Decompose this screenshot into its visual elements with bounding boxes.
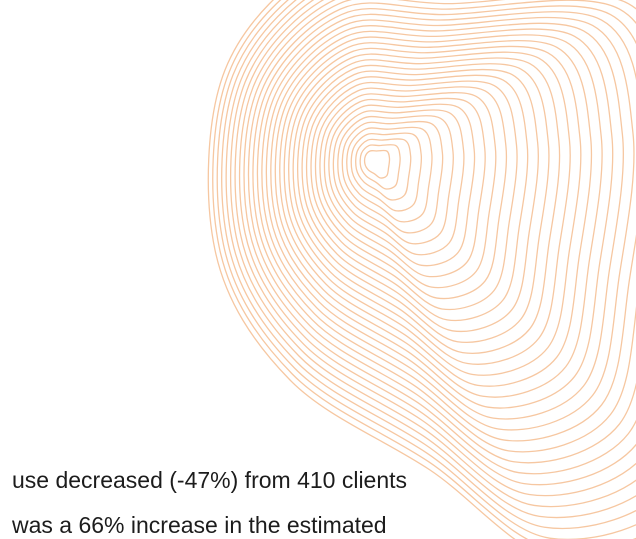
contour-line [301, 68, 539, 333]
contour-line [252, 5, 636, 453]
contour-line [279, 39, 593, 387]
contour-line [350, 132, 423, 212]
contour-line [332, 109, 465, 256]
contour-line [341, 120, 444, 234]
contour-line [355, 138, 412, 201]
contour-line [337, 115, 454, 245]
contour-line [221, 0, 636, 530]
contour-line [292, 57, 561, 354]
body-text-line-1: use decreased (-47%) from 410 clients [12, 467, 408, 493]
contour-line [256, 11, 636, 442]
contour-line [265, 22, 625, 420]
contour-line [283, 45, 582, 376]
contour-line [234, 0, 636, 497]
body-text-line-2: was a 66% increase in the estimated [12, 512, 387, 538]
contour-line [296, 63, 550, 343]
contour-line [305, 74, 529, 322]
contour-line [323, 97, 486, 278]
contour-line [363, 149, 391, 179]
contour-line [247, 0, 636, 464]
contour-line [225, 0, 636, 519]
contour-line [207, 0, 516, 539]
contour-line [319, 92, 497, 289]
contour-line [274, 34, 603, 398]
contour-line [288, 51, 571, 365]
contour-line [238, 0, 636, 486]
contour-line [270, 28, 614, 409]
contour-line [212, 0, 636, 539]
contour-line [328, 103, 476, 267]
contour-line [359, 144, 401, 190]
contour-line [230, 0, 636, 508]
contour-line [243, 0, 636, 475]
contour-line [310, 80, 518, 311]
contour-line [346, 126, 433, 223]
contour-line [314, 86, 508, 300]
contour-line [261, 16, 635, 431]
contour-line [216, 0, 636, 539]
